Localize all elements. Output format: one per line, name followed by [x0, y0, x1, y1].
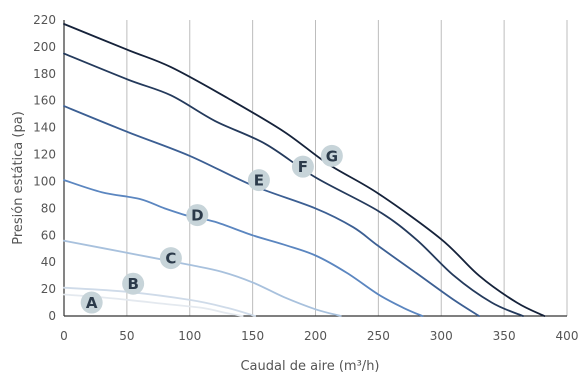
series-badge-circle-c: [159, 247, 182, 270]
series-badge-label-c: C: [165, 250, 176, 268]
x-axis-title: Caudal de aire (m³/h): [240, 359, 379, 374]
series-badge-f: F: [291, 155, 314, 178]
curve-b: [63, 286, 256, 317]
y-tick-label-220: 220: [33, 13, 56, 27]
series-badge-circle-f: [291, 155, 314, 178]
y-tick-label-80: 80: [41, 201, 56, 215]
curve-c: [63, 239, 342, 317]
series-badge-label-a: A: [86, 294, 98, 312]
x-tick-label-0: 0: [60, 329, 68, 343]
grid-layer: [126, 20, 568, 316]
y-tick-label-60: 60: [41, 228, 56, 242]
y-tick-label-200: 200: [33, 40, 56, 54]
x-tick-label-200: 200: [304, 329, 327, 343]
y-tick-label-160: 160: [33, 94, 56, 108]
x-tick-label-150: 150: [241, 329, 264, 343]
y-tick-label-180: 180: [33, 67, 56, 81]
curve-d: [63, 179, 424, 317]
series-badge-b: B: [122, 272, 145, 295]
series-badge-label-b: B: [127, 275, 138, 293]
series-badge-a: A: [80, 291, 103, 314]
y-axis-title: Presión estática (pa): [11, 111, 26, 245]
series-badge-circle-d: [186, 204, 209, 227]
series-badge-c: C: [159, 247, 182, 270]
series-badge-label-f: F: [298, 158, 308, 176]
series-badge-d: D: [186, 204, 209, 227]
x-tick-label-50: 50: [119, 329, 134, 343]
y-tick-label-0: 0: [48, 309, 56, 323]
series-badge-circle-e: [247, 169, 270, 192]
series-badge-e: E: [247, 169, 270, 192]
y-tick-label-20: 20: [41, 282, 56, 296]
y-tick-label-120: 120: [33, 148, 56, 162]
series-badge-label-d: D: [191, 207, 203, 225]
series-badge-circle-a: [80, 291, 103, 314]
series-badge-layer: A B C D E FG: [80, 144, 343, 314]
x-tick-label-400: 400: [556, 329, 579, 343]
y-tick-label-40: 40: [41, 255, 56, 269]
series-badge-label-e: E: [254, 172, 264, 190]
x-tick-label-300: 300: [430, 329, 453, 343]
axis-layer: [63, 20, 567, 317]
tick-label-layer: 0 20 40 60 80 100 120 140 160 180 200 220 0 50 100 150 2…: [33, 13, 578, 343]
x-tick-label-100: 100: [178, 329, 201, 343]
x-tick-label-350: 350: [493, 329, 516, 343]
curve-f: [63, 52, 524, 317]
series-badge-circle-g: [320, 144, 343, 167]
series-badge-circle-b: [122, 272, 145, 295]
x-tick-label-250: 250: [367, 329, 390, 343]
y-tick-label-100: 100: [33, 174, 56, 188]
curve-a: [63, 293, 244, 317]
series-badge-label-g: G: [326, 147, 338, 165]
curve-e: [63, 105, 480, 317]
series-badge-g: G: [320, 144, 343, 167]
y-tick-label-140: 140: [33, 121, 56, 135]
